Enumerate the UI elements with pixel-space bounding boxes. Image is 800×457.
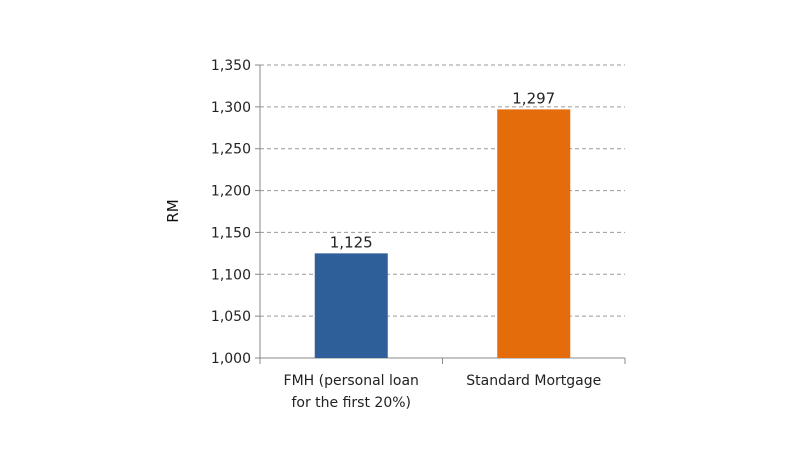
bar [497, 109, 571, 359]
y-tick-label: 1,100 [211, 267, 251, 283]
y-tick-labels: 1,000 1,050 1,100 1,150 1,200 1,250 1,300 1,350 [211, 58, 260, 367]
y-tick-label: 1,200 [211, 184, 251, 200]
category-label-line: FMH (personal loan [284, 373, 419, 389]
data-label: 1,125 [330, 233, 373, 251]
category-label: FMH (personal loan for the first 20%) [284, 373, 419, 411]
y-tick-label: 1,150 [211, 225, 251, 241]
bars [314, 109, 571, 359]
category-label-line: for the first 20%) [291, 395, 411, 411]
y-tick-label: 1,250 [211, 142, 251, 158]
y-tick-label: 1,300 [211, 100, 251, 116]
category-label-line: Standard Mortgage [466, 373, 601, 389]
x-tick-marks [259, 358, 626, 364]
data-labels: 1,125 1,297 [330, 89, 555, 251]
y-tick-label: 1,000 [211, 351, 251, 367]
y-tick-label: 1,050 [211, 309, 251, 325]
y-axis-title: RM [164, 199, 182, 222]
category-label: Standard Mortgage [466, 373, 601, 389]
data-label: 1,297 [512, 89, 555, 107]
bar [314, 253, 388, 358]
y-tick-label: 1,350 [211, 58, 251, 74]
category-labels: FMH (personal loan for the first 20%) Stan… [284, 373, 602, 411]
